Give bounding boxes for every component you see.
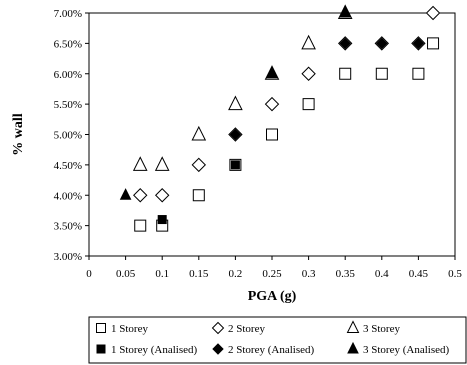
y-tick-label: 4.50% bbox=[54, 160, 82, 172]
legend-filled-triangle-marker-icon bbox=[347, 341, 359, 354]
series-1-storey bbox=[134, 37, 440, 232]
legend-label: 2 Storey (Analised) bbox=[228, 344, 314, 356]
open-diamond-marker-point bbox=[191, 157, 207, 173]
open-diamond-marker-point bbox=[264, 96, 280, 112]
x-tick-label: 0.5 bbox=[448, 268, 462, 280]
legend-item: 1 Storey bbox=[96, 323, 148, 335]
legend-label: 2 Storey bbox=[228, 323, 265, 335]
filled-square-marker-point bbox=[157, 215, 167, 225]
legend-filled-diamond-marker-icon bbox=[212, 343, 224, 355]
legend-item: 2 Storey bbox=[211, 321, 265, 335]
series-1-storey-analised bbox=[157, 160, 240, 225]
series-2-storey bbox=[133, 5, 441, 203]
y-tick-label: 7.00% bbox=[54, 8, 82, 20]
open-square-marker-point bbox=[427, 37, 440, 50]
open-triangle-marker-point bbox=[132, 156, 148, 171]
open-triangle-marker-point bbox=[191, 125, 207, 141]
series-3-storey bbox=[132, 4, 353, 171]
x-tick-label: 0.25 bbox=[262, 268, 282, 280]
open-diamond-marker-point bbox=[154, 188, 170, 203]
x-tick-label: 0.05 bbox=[116, 268, 136, 280]
filled-square-marker-point bbox=[230, 160, 240, 170]
filled-triangle-marker-point bbox=[119, 188, 132, 200]
legend-filled-square-marker-icon bbox=[96, 344, 106, 354]
y-tick-label: 3.00% bbox=[54, 251, 82, 263]
open-square-marker-point bbox=[192, 189, 205, 202]
filled-triangle-marker-point bbox=[266, 66, 278, 79]
y-tick-label: 5.00% bbox=[54, 130, 82, 142]
legend-item: 3 Storey bbox=[346, 320, 400, 335]
filled-diamond-marker-point bbox=[229, 128, 242, 141]
x-tick-label: 0 bbox=[86, 268, 92, 280]
legend-item: 1 Storey (Analised) bbox=[96, 344, 197, 356]
legend-label: 3 Storey (Analised) bbox=[363, 344, 449, 356]
open-square-marker-point bbox=[134, 219, 147, 232]
legend-frame bbox=[88, 316, 467, 364]
open-square-marker-point bbox=[412, 67, 425, 80]
legend-label: 1 Storey (Analised) bbox=[111, 344, 197, 356]
open-square-marker-point bbox=[266, 128, 278, 141]
x-tick-label: 0.35 bbox=[336, 268, 356, 280]
y-tick-label: 6.50% bbox=[54, 38, 82, 50]
legend-open-square-marker-icon bbox=[96, 323, 106, 333]
y-tick-label: 4.00% bbox=[54, 190, 82, 202]
x-tick-label: 0.2 bbox=[229, 268, 243, 280]
series-2-storey-analised bbox=[229, 37, 425, 141]
x-tick-label: 0.1 bbox=[155, 268, 169, 280]
legend-item: 2 Storey (Analised) bbox=[212, 343, 314, 356]
open-triangle-marker-point bbox=[228, 95, 243, 111]
open-diamond-marker-point bbox=[301, 66, 316, 81]
y-axis-title: % wall bbox=[11, 113, 26, 156]
x-tick-label: 0.3 bbox=[302, 268, 316, 280]
legend: 1 Storey 2 Storey 3 Storey 1 Storey (Analis… bbox=[88, 316, 467, 364]
x-axis-title: PGA (g) bbox=[248, 289, 297, 304]
filled-diamond-marker-point bbox=[376, 37, 388, 50]
filled-diamond-marker-point bbox=[412, 37, 425, 50]
x-tick-label: 0.15 bbox=[189, 268, 209, 280]
x-tick-label: 0.45 bbox=[409, 268, 429, 280]
y-tick-label: 5.50% bbox=[54, 99, 82, 111]
open-diamond-marker-point bbox=[425, 5, 441, 21]
x-tick-label: 0.4 bbox=[375, 268, 389, 280]
legend-open-triangle-marker-icon bbox=[346, 320, 360, 333]
open-square-marker-point bbox=[339, 67, 352, 80]
open-triangle-marker-point bbox=[301, 34, 316, 50]
y-tick-label: 6.00% bbox=[54, 69, 82, 81]
y-tick-label: 3.50% bbox=[54, 221, 82, 233]
open-square-marker-point bbox=[375, 67, 388, 80]
open-square-marker-point bbox=[302, 98, 315, 111]
legend-label: 3 Storey bbox=[363, 323, 400, 335]
legend-open-diamond-marker-icon bbox=[211, 321, 225, 335]
filled-triangle-marker-point bbox=[339, 5, 352, 18]
legend-item: 3 Storey (Analised) bbox=[347, 341, 449, 356]
filled-diamond-marker-point bbox=[339, 37, 351, 50]
open-diamond-marker-point bbox=[133, 188, 148, 203]
legend-label: 1 Storey bbox=[111, 323, 148, 335]
open-triangle-marker-point bbox=[154, 156, 170, 171]
series-3-storey-analised bbox=[119, 5, 352, 200]
